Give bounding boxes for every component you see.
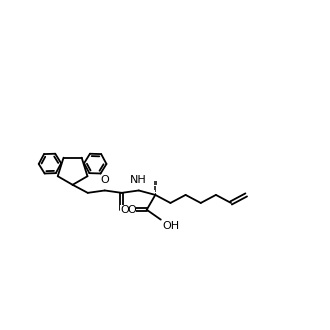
Text: OH: OH (162, 221, 180, 231)
Text: O: O (120, 205, 129, 215)
Text: O: O (127, 205, 136, 215)
Text: O: O (100, 175, 109, 184)
Text: NH: NH (130, 175, 147, 184)
